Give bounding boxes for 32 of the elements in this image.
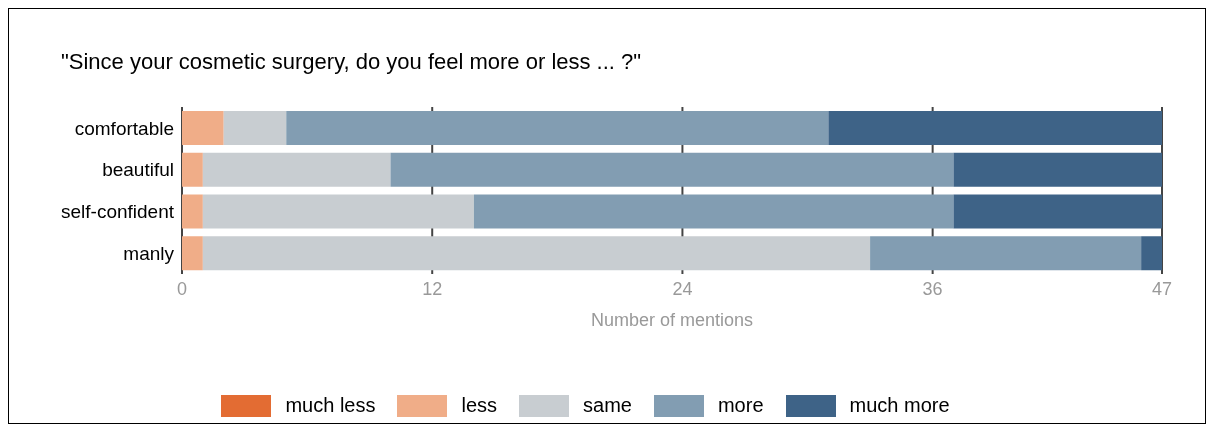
- bar: [953, 194, 1162, 229]
- bar: [182, 236, 203, 271]
- x-axis-title: Number of mentions: [590, 310, 754, 330]
- bar: [390, 152, 954, 187]
- bar: [870, 236, 1142, 271]
- chart-title: "Since your cosmetic surgery, do you feel more or less ... ?": [61, 49, 642, 75]
- bar: [828, 111, 1162, 145]
- bar: [182, 194, 203, 229]
- bar: [953, 152, 1162, 187]
- bar: [223, 111, 287, 145]
- legend-label: less: [461, 394, 498, 417]
- x-tick-label: 12: [422, 278, 443, 299]
- x-tick-label: 0: [176, 278, 188, 299]
- y-tick-label: self-confident: [60, 201, 175, 223]
- legend-label: much less: [285, 394, 376, 417]
- bar: [473, 194, 954, 229]
- legend-label: much more: [849, 394, 950, 417]
- x-tick-label: 36: [922, 278, 943, 299]
- legend-label: same: [583, 394, 632, 417]
- x-tick-label: 24: [672, 278, 693, 299]
- y-tick-label: manly: [123, 242, 175, 264]
- bar: [1141, 236, 1162, 271]
- bar: [182, 152, 203, 187]
- bar: [202, 236, 871, 271]
- bar: [286, 111, 829, 145]
- bar: [182, 111, 224, 145]
- y-tick-label: beautiful: [102, 159, 174, 181]
- y-tick-label: comfortable: [74, 117, 174, 139]
- bar: [202, 152, 391, 187]
- bar: [202, 194, 474, 229]
- x-tick-label: 47: [1151, 278, 1173, 299]
- legend-label: more: [717, 394, 764, 417]
